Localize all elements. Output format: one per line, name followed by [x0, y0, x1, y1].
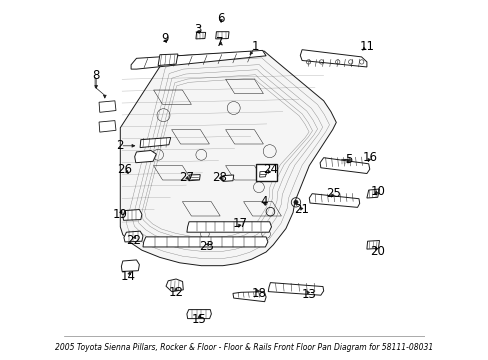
Text: 9: 9 — [161, 32, 169, 45]
Text: 15: 15 — [192, 313, 206, 326]
Polygon shape — [99, 121, 116, 132]
Text: 11: 11 — [359, 40, 374, 53]
Polygon shape — [120, 51, 336, 266]
Polygon shape — [122, 210, 142, 220]
Polygon shape — [268, 283, 323, 295]
Polygon shape — [366, 240, 379, 249]
Text: 1: 1 — [251, 40, 259, 53]
Text: 22: 22 — [126, 234, 141, 247]
Polygon shape — [121, 260, 139, 271]
Text: 6: 6 — [217, 12, 224, 25]
Text: 8: 8 — [92, 69, 100, 82]
Polygon shape — [140, 138, 170, 148]
Polygon shape — [188, 175, 200, 181]
Polygon shape — [131, 50, 265, 69]
Text: 21: 21 — [294, 203, 309, 216]
Polygon shape — [99, 101, 116, 112]
Text: 5: 5 — [345, 153, 352, 166]
Polygon shape — [142, 237, 267, 247]
Polygon shape — [166, 279, 183, 292]
Text: 25: 25 — [325, 187, 341, 200]
Text: 17: 17 — [232, 217, 247, 230]
Polygon shape — [232, 292, 265, 302]
Text: 26: 26 — [117, 163, 132, 176]
Text: 4: 4 — [260, 195, 267, 208]
Polygon shape — [300, 50, 366, 67]
Polygon shape — [134, 150, 156, 163]
Text: 10: 10 — [369, 185, 385, 198]
Bar — [256, 164, 277, 181]
Text: 2005 Toyota Sienna Pillars, Rocker & Floor - Floor & Rails Front Floor Pan Diagr: 2005 Toyota Sienna Pillars, Rocker & Flo… — [55, 343, 433, 352]
Polygon shape — [223, 175, 233, 181]
Text: 24: 24 — [263, 163, 277, 176]
Polygon shape — [309, 194, 359, 207]
Text: 23: 23 — [199, 240, 214, 253]
Polygon shape — [366, 189, 379, 198]
Polygon shape — [123, 231, 142, 242]
Text: 28: 28 — [212, 171, 227, 184]
Polygon shape — [320, 158, 369, 174]
Text: 12: 12 — [168, 286, 183, 299]
Text: 7: 7 — [215, 36, 223, 49]
Polygon shape — [158, 54, 178, 66]
Text: 2: 2 — [116, 139, 124, 152]
Text: 18: 18 — [251, 287, 266, 300]
Text: 3: 3 — [194, 23, 201, 36]
Text: 16: 16 — [362, 151, 377, 164]
Text: 27: 27 — [178, 171, 193, 184]
Polygon shape — [215, 32, 228, 39]
Text: 20: 20 — [369, 245, 385, 258]
Polygon shape — [186, 222, 271, 232]
Text: 14: 14 — [121, 270, 136, 283]
Polygon shape — [340, 159, 349, 165]
Text: 19: 19 — [113, 208, 127, 221]
Polygon shape — [186, 310, 211, 319]
Circle shape — [293, 200, 298, 204]
Polygon shape — [259, 171, 266, 177]
Text: 13: 13 — [301, 288, 316, 301]
Polygon shape — [196, 32, 205, 39]
